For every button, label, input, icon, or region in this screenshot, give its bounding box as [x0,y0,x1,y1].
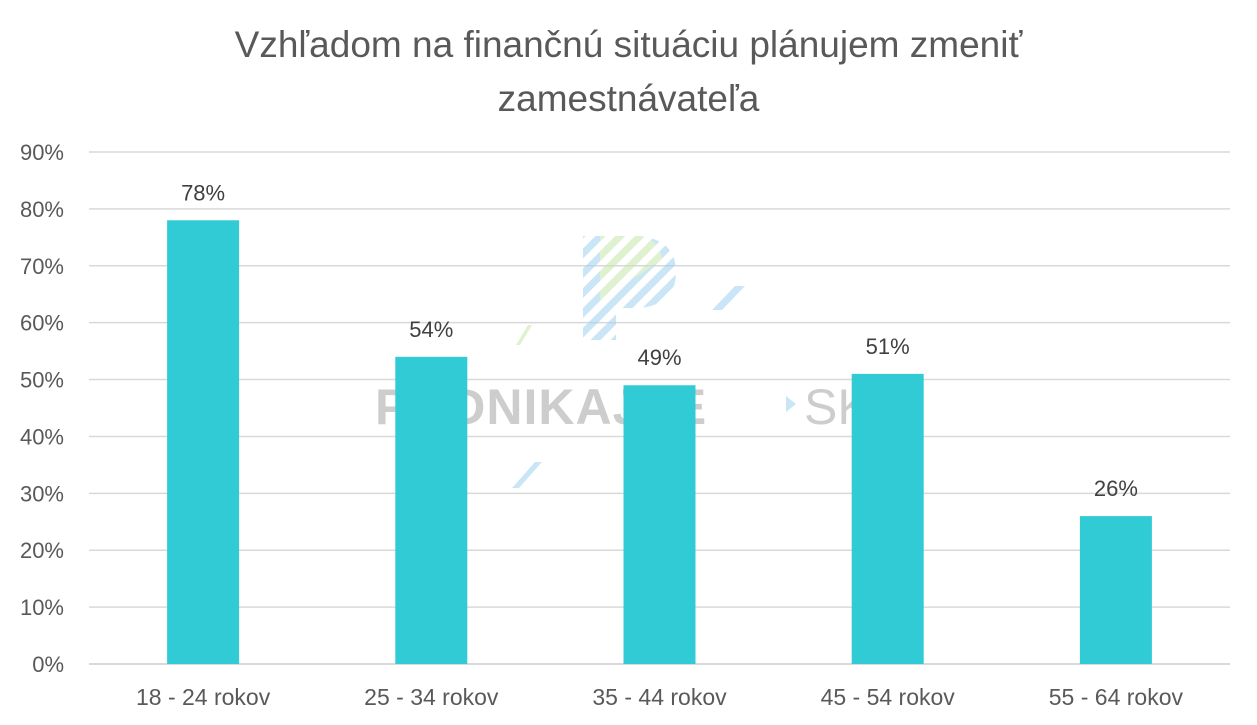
y-tick-label: 30% [20,481,64,506]
bar-3 [623,385,696,664]
x-tick-label: 25 - 34 rokov [364,684,499,710]
bar-4 [851,373,924,664]
y-tick-label: 60% [20,311,64,336]
y-tick-label: 0% [32,652,64,677]
chart-title: Vzhľadom na finančnú situáciu plánujem z… [0,18,1257,126]
x-axis: 18 - 24 rokov 25 - 34 rokov 35 - 44 rokov 4… [136,684,1184,710]
x-tick-label: 18 - 24 rokov [136,684,271,710]
x-tick-label: 35 - 44 rokov [592,684,727,710]
bars [167,220,1152,664]
x-tick-label: 45 - 54 rokov [821,684,956,710]
chart-title-line-2: zamestnávateľa [497,78,760,119]
y-axis: 0% 10% 20% 30% 40% 50% 60% 70% 80% 90% [20,140,64,677]
data-label: 51% [866,334,910,359]
bar-2 [395,356,468,664]
y-tick-label: 80% [20,197,64,222]
data-label: 49% [637,345,681,370]
bar-1 [167,220,240,664]
y-tick-label: 50% [20,368,64,393]
y-tick-label: 10% [20,595,64,620]
chart-title-line-1: Vzhľadom na finančnú situáciu plánujem z… [234,24,1023,65]
y-tick-label: 90% [20,140,64,165]
y-tick-label: 40% [20,424,64,449]
data-label: 78% [181,180,225,205]
data-labels: 78% 54% 49% 51% 26% [181,180,1138,501]
bar-5 [1079,516,1152,664]
y-tick-label: 70% [20,254,64,279]
data-label: 26% [1094,476,1138,501]
watermark-logo-icon [512,236,796,488]
y-tick-label: 20% [20,538,64,563]
x-tick-label: 55 - 64 rokov [1049,684,1184,710]
data-label: 54% [409,317,453,342]
